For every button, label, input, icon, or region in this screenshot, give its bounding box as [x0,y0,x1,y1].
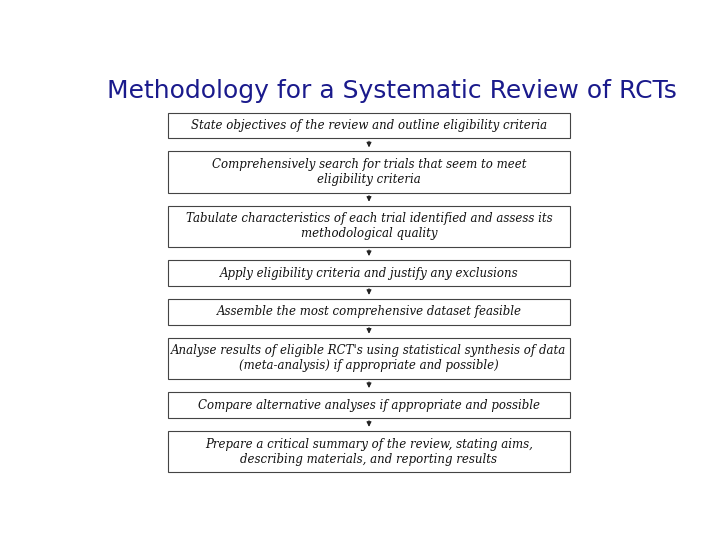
FancyBboxPatch shape [168,392,570,418]
Text: Analyse results of eligible RCT's using statistical synthesis of data
(meta-anal: Analyse results of eligible RCT's using … [171,345,567,373]
FancyBboxPatch shape [168,299,570,325]
Text: Tabulate characteristics of each trial identified and assess its
methodological : Tabulate characteristics of each trial i… [186,212,552,240]
FancyBboxPatch shape [168,151,570,193]
Text: Comprehensively search for trials that seem to meet
eligibility criteria: Comprehensively search for trials that s… [212,158,526,186]
Text: Apply eligibility criteria and justify any exclusions: Apply eligibility criteria and justify a… [220,267,518,280]
FancyBboxPatch shape [168,113,570,138]
Text: Compare alternative analyses if appropriate and possible: Compare alternative analyses if appropri… [198,399,540,411]
Text: Methodology for a Systematic Review of RCTs: Methodology for a Systematic Review of R… [107,79,677,103]
Text: Prepare a critical summary of the review, stating aims,
describing materials, an: Prepare a critical summary of the review… [205,437,533,465]
FancyBboxPatch shape [168,260,570,286]
Text: State objectives of the review and outline eligibility criteria: State objectives of the review and outli… [191,119,547,132]
FancyBboxPatch shape [168,206,570,247]
FancyBboxPatch shape [168,338,570,379]
Text: Assemble the most comprehensive dataset feasible: Assemble the most comprehensive dataset … [217,305,521,319]
FancyBboxPatch shape [168,431,570,472]
